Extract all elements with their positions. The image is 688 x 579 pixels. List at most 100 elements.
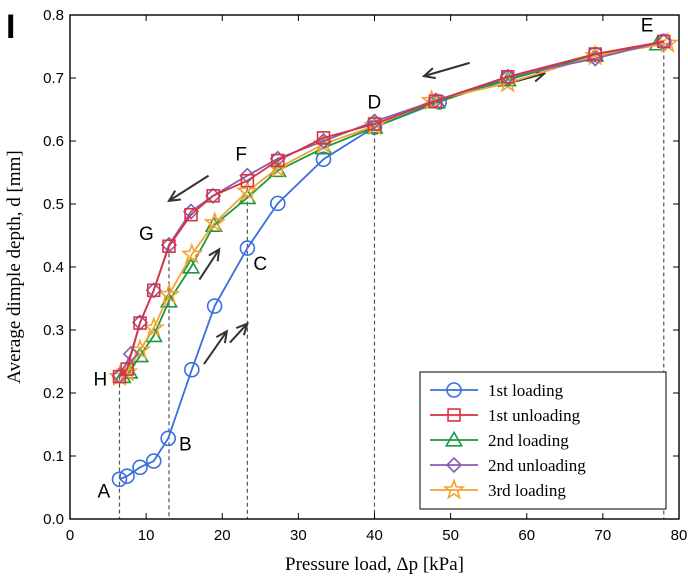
legend-entry: 1st loading <box>430 381 564 400</box>
direction-arrow-shaft <box>203 330 228 365</box>
series-line <box>119 42 668 378</box>
data-point-square <box>112 369 127 384</box>
y-axis-title: Average dimple depth, d [mm] <box>4 150 25 383</box>
legend: 1st loading 1st unloading 2nd loading 2nd u… <box>419 371 667 510</box>
series-line <box>119 40 664 481</box>
direction-arrow-head <box>167 190 181 203</box>
x-tick-label: 10 <box>138 527 155 544</box>
direction-arrow-shaft <box>198 248 221 281</box>
x-tick-label: 70 <box>595 527 612 544</box>
y-tick-label: 0.5 <box>43 196 64 213</box>
data-point-circle <box>315 151 332 168</box>
annotations-layer: A B C D E F G H <box>93 15 653 502</box>
data-point-square <box>271 153 285 168</box>
panel-label: I <box>6 8 15 46</box>
data-point-circle <box>119 468 135 484</box>
direction-arrow-head <box>421 67 436 80</box>
x-axis-title: Pressure load, Δp [kPa] <box>285 554 464 575</box>
data-point-triangle <box>159 291 179 308</box>
series-line <box>122 43 658 378</box>
y-tick-label: 0.3 <box>43 322 64 339</box>
data-point-square <box>120 362 134 376</box>
data-point-square <box>588 47 603 61</box>
direction-arrow-head <box>208 247 221 262</box>
series-1st-unloading <box>112 34 671 384</box>
legend-entry: 3rd loading <box>430 478 566 500</box>
point-annotation-b: B <box>179 434 192 455</box>
data-point-circle <box>160 430 177 447</box>
point-annotation-f: F <box>235 145 247 166</box>
y-tick-label: 0.4 <box>43 259 64 276</box>
y-tick-label: 0.0 <box>43 511 64 528</box>
data-point-diamond <box>315 132 332 150</box>
point-annotation-c: C <box>253 254 267 275</box>
x-tick-label: 40 <box>366 527 383 544</box>
data-point-circle <box>132 459 148 476</box>
data-point-diamond <box>445 456 463 474</box>
legend-label: 3rd loading <box>488 481 566 500</box>
point-annotation-e: E <box>641 15 654 36</box>
direction-arrow-head <box>235 322 249 336</box>
x-tick-label: 30 <box>290 527 307 544</box>
legend-entry: 2nd loading <box>430 430 569 450</box>
data-point-square <box>240 173 255 188</box>
legend-label: 2nd unloading <box>488 456 586 475</box>
direction-arrow-shaft <box>229 323 249 344</box>
data-point-triangle <box>444 430 464 447</box>
data-point-triangle <box>181 257 201 274</box>
direction-arrow-head <box>215 329 229 344</box>
data-point-square <box>133 316 147 330</box>
data-point-diamond <box>269 150 286 167</box>
data-point-square <box>184 207 198 222</box>
point-annotation-h: H <box>93 370 107 391</box>
series-line <box>118 40 664 378</box>
y-tick-label: 0.2 <box>43 385 64 402</box>
x-tick-label: 50 <box>442 527 459 544</box>
data-point-circle <box>270 195 286 212</box>
data-point-star <box>236 179 259 201</box>
data-point-square <box>162 239 176 253</box>
x-tick-label: 60 <box>518 527 535 544</box>
data-point-star <box>157 282 181 305</box>
data-point-diamond <box>366 113 383 130</box>
data-point-circle <box>145 453 162 469</box>
y-tick-label: 0.8 <box>43 7 64 24</box>
data-point-square <box>428 94 443 109</box>
y-tick-label: 0.7 <box>43 70 64 87</box>
data-point-star <box>203 211 226 233</box>
data-point-diamond <box>239 167 256 184</box>
direction-arrow-shaft <box>423 61 470 78</box>
data-point-square <box>146 283 161 298</box>
data-point-diamond <box>655 33 672 50</box>
legend-label: 1st unloading <box>488 406 581 425</box>
data-point-star <box>180 242 204 264</box>
data-point-square <box>316 131 331 145</box>
data-point-circle <box>206 298 223 314</box>
series-layer <box>108 31 679 488</box>
series-line <box>118 40 664 377</box>
legend-entry: 1st unloading <box>430 406 581 425</box>
point-annotation-a: A <box>97 481 110 502</box>
legend-label: 1st loading <box>488 381 564 400</box>
data-point-circle <box>239 240 256 256</box>
data-point-square <box>657 34 671 49</box>
y-tick-label: 0.6 <box>43 133 64 150</box>
data-point-circle <box>111 471 128 488</box>
data-point-star <box>142 316 165 338</box>
ticks-layer: 0 10 20 30 40 50 60 70 80 0.0 0.1 0.2 0.3 0.4 0.5 0.6 0.… <box>43 7 687 544</box>
point-annotation-d: D <box>368 93 382 114</box>
data-point-square <box>500 69 515 84</box>
data-point-square <box>206 189 220 203</box>
reference-lines-layer <box>118 41 665 519</box>
x-tick-label: 80 <box>671 527 688 544</box>
legend-entry: 2nd unloading <box>430 456 586 475</box>
data-point-diamond <box>122 345 140 363</box>
direction-arrow-shaft <box>168 174 210 202</box>
data-point-diamond <box>145 282 162 299</box>
data-point-star <box>442 478 466 500</box>
data-point-triangle <box>238 188 257 205</box>
x-tick-label: 20 <box>214 527 231 544</box>
data-point-circle <box>184 361 200 378</box>
legend-label: 2nd loading <box>488 431 569 450</box>
